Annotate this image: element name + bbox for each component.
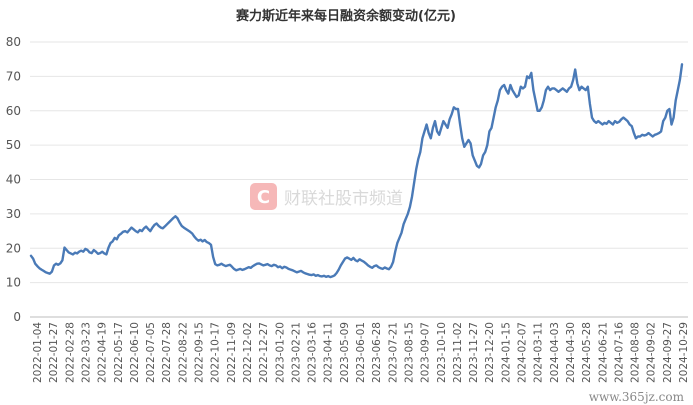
watermark-text: 财联社股市频道 <box>284 189 403 209</box>
x-tick-label: 2023-03-16 <box>307 322 319 383</box>
cailian-logo-glyph: C <box>257 187 270 208</box>
x-tick-label: 2023-01-20 <box>274 322 286 383</box>
y-tick-label: 70 <box>6 69 21 83</box>
x-tick-label: 2024-09-02 <box>646 322 658 383</box>
x-tick-label: 2024-04-30 <box>565 322 577 383</box>
chart-title: 赛力斯近年来每日融资余额变动(亿元) <box>235 8 456 24</box>
x-tick-label: 2022-07-05 <box>145 322 157 383</box>
x-tick-label: 2022-10-17 <box>210 322 222 383</box>
x-tick-label: 2023-06-01 <box>355 322 367 383</box>
x-tick-label: 2024-06-21 <box>597 322 609 383</box>
x-tick-label: 2023-12-20 <box>484 322 496 383</box>
y-axis-ticks: 0 10 20 30 40 50 60 70 80 <box>6 35 21 324</box>
y-tick-label: 0 <box>13 310 21 324</box>
x-tick-label: 2022-01-27 <box>48 322 60 383</box>
x-tick-label: 2024-10-29 <box>678 322 690 383</box>
x-tick-label: 2022-12-02 <box>242 322 254 383</box>
x-tick-label: 2023-11-27 <box>468 322 480 383</box>
x-tick-label: 2024-09-27 <box>662 322 674 383</box>
y-tick-label: 20 <box>6 241 21 255</box>
site-footer: www.365jz.com <box>589 390 685 404</box>
y-tick-label: 30 <box>6 207 21 221</box>
x-tick-label: 2023-06-28 <box>371 322 383 383</box>
x-tick-label: 2022-04-19 <box>97 322 109 383</box>
y-tick-label: 50 <box>6 138 21 152</box>
x-tick-label: 2023-11-02 <box>452 322 464 383</box>
x-tick-label: 2023-10-10 <box>436 322 448 383</box>
x-tick-label: 2022-05-17 <box>113 322 125 383</box>
financing-balance-line <box>29 63 684 279</box>
x-tick-label: 2024-07-16 <box>613 322 625 383</box>
x-tick-label: 2022-12-27 <box>258 322 270 383</box>
x-tick-label: 2022-02-28 <box>64 322 76 383</box>
watermark: C 财联社股市频道 <box>250 183 403 210</box>
x-tick-label: 2022-07-28 <box>161 322 173 383</box>
x-tick-label: 2023-09-07 <box>420 322 432 383</box>
cailian-logo-icon <box>250 183 277 210</box>
x-tick-label: 2022-03-23 <box>80 322 92 383</box>
grid-lines <box>30 41 688 284</box>
x-tick-label: 2023-07-21 <box>387 322 399 383</box>
y-tick-label: 80 <box>6 35 21 49</box>
x-tick-label: 2024-04-03 <box>549 322 561 383</box>
x-tick-label: 2024-03-11 <box>533 322 545 383</box>
x-tick-label: 2022-09-15 <box>194 322 206 383</box>
x-tick-label: 2023-02-21 <box>290 322 302 383</box>
x-tick-label: 2024-08-08 <box>630 322 642 383</box>
y-tick-label: 40 <box>6 173 21 187</box>
x-tick-label: 2024-01-15 <box>500 322 512 383</box>
x-tick-label: 2022-06-10 <box>129 322 141 383</box>
x-tick-label: 2022-01-04 <box>32 322 44 383</box>
x-tick-label: 2024-02-07 <box>517 322 529 383</box>
x-tick-label: 2022-08-22 <box>177 322 189 383</box>
x-tick-label: 2023-08-15 <box>403 322 415 383</box>
x-tick-label: 2024-05-28 <box>581 322 593 383</box>
x-tick-label: 2023-05-09 <box>339 322 351 383</box>
y-tick-label: 60 <box>6 104 21 118</box>
x-tick-label: 2022-11-09 <box>226 322 238 383</box>
x-tick-label: 2023-04-11 <box>323 322 335 383</box>
y-tick-label: 10 <box>6 276 21 290</box>
x-axis-ticks: 2022-01-04 2022-01-27 2022-02-28 2022-03-23… <box>32 322 690 383</box>
